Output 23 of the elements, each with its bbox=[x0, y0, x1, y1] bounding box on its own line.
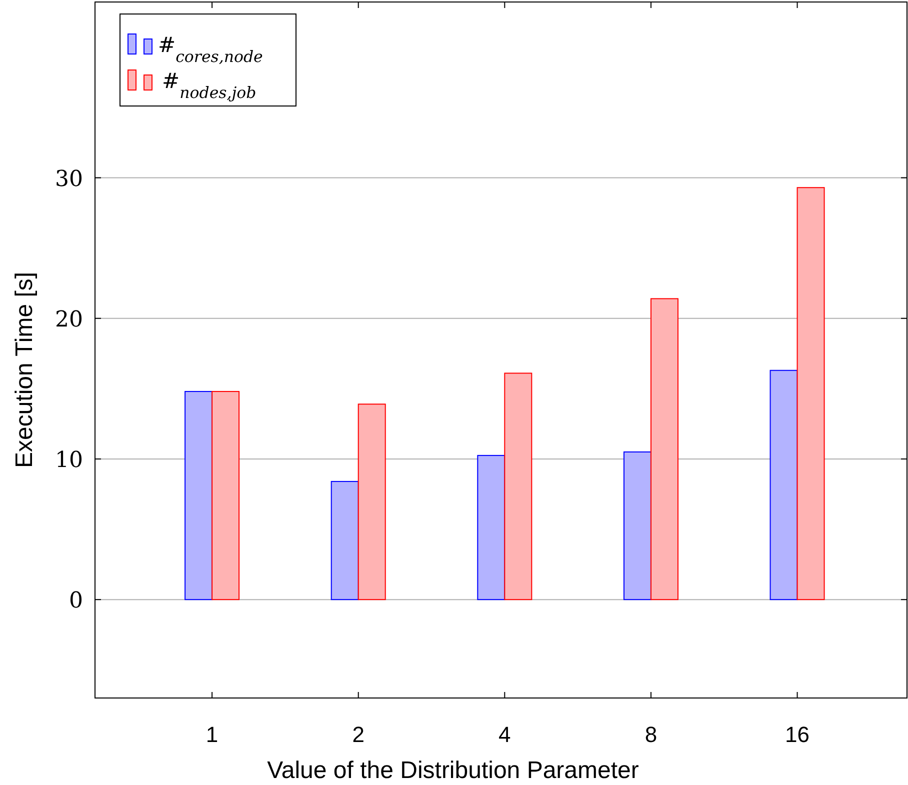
bar bbox=[212, 390, 240, 600]
bar bbox=[796, 187, 825, 600]
legend-label: #$_{nodes,job}$ bbox=[162, 69, 256, 102]
legend-label: #$_{cores,node}$ bbox=[158, 33, 263, 66]
bar bbox=[358, 404, 386, 600]
bar bbox=[623, 451, 652, 600]
bar bbox=[330, 480, 359, 600]
bar bbox=[770, 370, 798, 600]
y-tick-label: 30 bbox=[55, 166, 83, 192]
y-tick-label: 20 bbox=[55, 307, 83, 332]
x-tick-label: 8 bbox=[644, 722, 658, 747]
y-axis-title: Execution Time [s] bbox=[11, 272, 38, 468]
y-tick-label: 10 bbox=[55, 448, 83, 473]
y-tick-label: 0 bbox=[69, 588, 83, 614]
bar bbox=[184, 390, 213, 600]
x-tick-label: 1 bbox=[206, 722, 218, 747]
bar bbox=[650, 298, 678, 600]
x-tick-label: 16 bbox=[785, 722, 810, 747]
bar bbox=[504, 372, 532, 600]
x-tick-label: 4 bbox=[498, 722, 511, 747]
bar bbox=[477, 454, 506, 600]
x-tick-label: 2 bbox=[352, 722, 364, 747]
x-axis-title: Value of the Distribution Parameter bbox=[267, 757, 639, 784]
